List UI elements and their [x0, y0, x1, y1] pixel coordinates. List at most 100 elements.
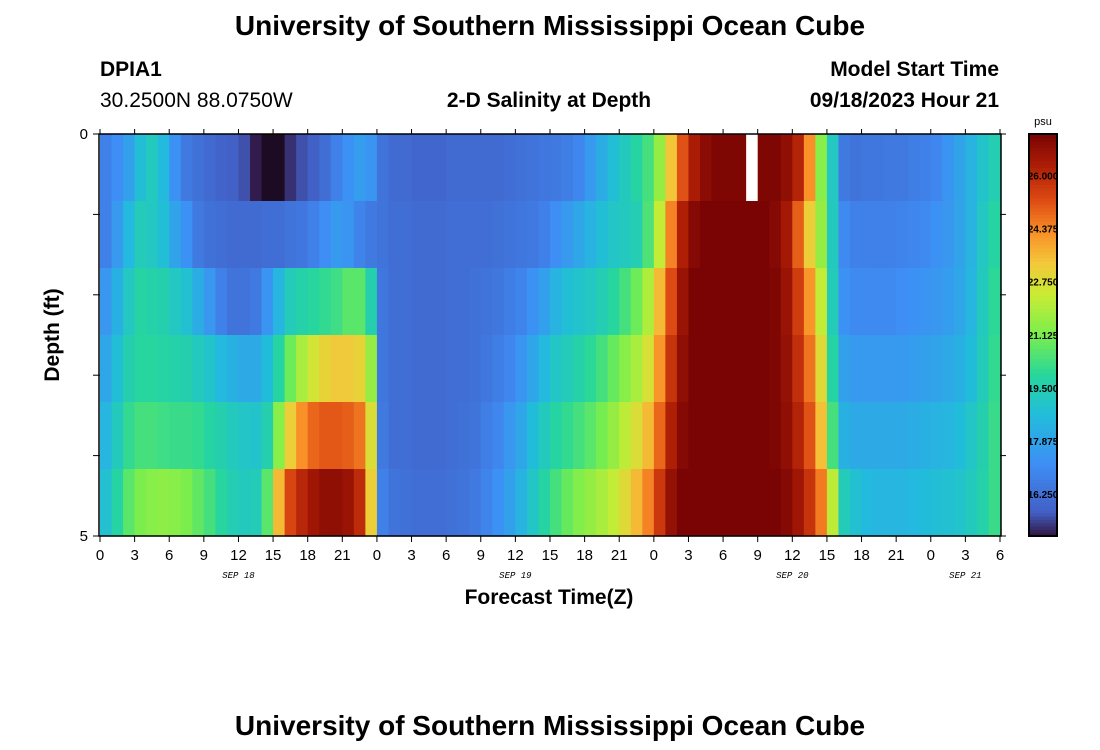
heatmap-cell	[988, 268, 1001, 336]
heatmap-cell	[111, 469, 124, 537]
heatmap-cell	[815, 134, 828, 202]
colorbar-segment	[1029, 231, 1057, 236]
heatmap-cell	[573, 469, 586, 537]
colorbar-segment	[1029, 485, 1057, 490]
heatmap-cell	[134, 268, 147, 336]
heatmap-cell	[965, 134, 978, 202]
heatmap-cell	[746, 469, 759, 537]
heatmap-cell	[607, 134, 620, 202]
heatmap-cell	[503, 134, 516, 202]
colorbar-segment	[1029, 247, 1057, 252]
colorbar-segment	[1029, 475, 1057, 480]
footer-title: University of Southern Mississippi Ocean…	[235, 710, 865, 741]
x-tick-label: 12	[784, 547, 801, 564]
heatmap-cell	[930, 268, 943, 336]
heatmap-cell	[480, 469, 493, 537]
heatmap-cell	[273, 201, 286, 269]
colorbar-segment	[1029, 150, 1057, 155]
heatmap-cell	[123, 402, 136, 470]
colorbar-segment	[1029, 515, 1057, 520]
heatmap-cell	[584, 402, 597, 470]
heatmap-cell	[273, 335, 286, 403]
heatmap-cell	[746, 268, 759, 336]
heatmap-cell	[284, 335, 297, 403]
heatmap-cell	[411, 134, 424, 202]
heatmap-cell	[203, 134, 216, 202]
heatmap-cell	[238, 402, 251, 470]
heatmap-cell	[192, 335, 205, 403]
colorbar-segment	[1029, 254, 1057, 259]
colorbar-segment	[1029, 137, 1057, 142]
heatmap-cell	[526, 134, 540, 202]
heatmap-cell	[688, 402, 701, 470]
heatmap-cell	[157, 402, 170, 470]
colorbar-segment	[1029, 351, 1057, 356]
heatmap-cell	[746, 335, 759, 403]
heatmap-cell	[169, 134, 182, 202]
heatmap-cell	[688, 469, 701, 537]
heatmap-cell	[434, 335, 447, 403]
heatmap-cell	[111, 402, 124, 470]
heatmap-cell	[942, 402, 955, 470]
heatmap-cell	[480, 268, 493, 336]
colorbar-segment	[1029, 365, 1057, 370]
heatmap-cell	[676, 268, 690, 336]
colorbar-segment	[1029, 261, 1057, 266]
heatmap-cell	[526, 469, 540, 537]
heatmap-cell	[861, 201, 874, 269]
heatmap-cell	[238, 335, 251, 403]
colorbar-segment	[1029, 509, 1057, 514]
heatmap-cell	[111, 268, 124, 336]
heatmap-cell	[538, 201, 551, 269]
colorbar-segment	[1029, 234, 1057, 239]
colorbar-segment	[1029, 435, 1057, 440]
heatmap-cell	[607, 469, 620, 537]
heatmap-cell	[261, 402, 274, 470]
heatmap-cell	[157, 201, 170, 269]
y-tick-label: 5	[80, 528, 88, 545]
heatmap-cell	[342, 201, 355, 269]
heatmap-cell	[757, 402, 770, 470]
heatmap-cell	[319, 402, 332, 470]
heatmap-cell	[746, 402, 759, 470]
heatmap-cell	[665, 201, 678, 269]
heatmap-cell	[700, 469, 713, 537]
heatmap-cell	[526, 402, 540, 470]
heatmap-cell	[284, 469, 297, 537]
colorbar-segment	[1029, 308, 1057, 313]
heatmap-cell	[134, 335, 147, 403]
colorbar-segment	[1029, 154, 1057, 159]
heatmap-cell	[526, 201, 540, 269]
heatmap-cell	[446, 134, 459, 202]
heatmap-cell	[642, 134, 655, 202]
heatmap-cell	[273, 402, 286, 470]
colorbar-segment	[1029, 187, 1057, 192]
heatmap-cell	[976, 335, 990, 403]
heatmap-cell	[123, 469, 136, 537]
heatmap-cell	[411, 268, 424, 336]
heatmap-cell	[550, 402, 563, 470]
heatmap-cell	[861, 335, 874, 403]
heatmap-cell	[896, 134, 909, 202]
heatmap-cell	[769, 335, 782, 403]
colorbar-segment	[1029, 324, 1057, 329]
colorbar-segment	[1029, 157, 1057, 162]
heatmap-cell	[215, 335, 228, 403]
heatmap-cell	[446, 469, 459, 537]
heatmap-cell	[515, 134, 528, 202]
heatmap-cell	[573, 201, 586, 269]
colorbar-segment	[1029, 314, 1057, 319]
heatmap-cell	[434, 469, 447, 537]
colorbar-segment	[1029, 381, 1057, 386]
heatmap-cell	[100, 268, 113, 336]
heatmap-cell	[607, 335, 620, 403]
heatmap-cell	[180, 469, 193, 537]
x-tick-label: 15	[542, 547, 559, 564]
heatmap-cell	[780, 402, 793, 470]
day-labels: SEP 18 SEP 19 SEP 20 SEP 21	[222, 571, 981, 581]
heatmap-cell	[769, 268, 782, 336]
heatmap-cell	[873, 469, 886, 537]
heatmap-cell	[146, 402, 159, 470]
heatmap-cell	[342, 469, 355, 537]
